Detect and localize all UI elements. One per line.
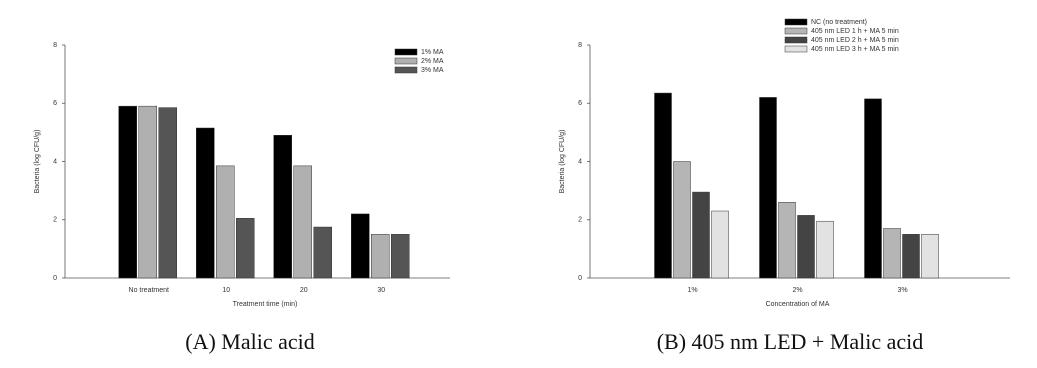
bar: [759, 97, 777, 279]
legend-swatch: [784, 36, 808, 44]
caption: (B) 405 nm LED + Malic acid: [657, 329, 924, 354]
bar: [883, 228, 901, 279]
legend-swatch: [784, 27, 808, 35]
y-tick-label: 2: [53, 217, 57, 224]
legend-swatch: [394, 57, 418, 65]
bar: [797, 215, 815, 279]
y-axis-label: Bacteria (log CFU/g): [34, 130, 41, 194]
legend-label: NC (no treatment): [811, 19, 867, 26]
y-axis-label: Bacteria (log CFU/g): [559, 130, 566, 194]
bar: [654, 92, 672, 279]
bar: [673, 161, 691, 279]
bar: [293, 165, 312, 279]
bar: [692, 191, 710, 279]
x-tick-label: 30: [377, 287, 385, 294]
legend-swatch: [784, 18, 808, 26]
y-tick-label: 8: [53, 42, 57, 49]
bar: [351, 213, 370, 279]
x-axis-label: Concentration of MA: [766, 301, 830, 308]
bar: [118, 105, 137, 279]
x-tick-label: 3%: [897, 287, 907, 294]
bar: [778, 202, 796, 279]
y-tick-label: 0: [578, 275, 582, 282]
x-tick-label: 10: [222, 287, 230, 294]
bar: [273, 135, 292, 279]
legend-label: 405 nm LED 2 h + MA 5 min: [811, 37, 899, 44]
x-axis-label: Treatment time (min): [233, 301, 298, 308]
bar: [196, 127, 215, 279]
bar: [816, 220, 834, 279]
x-tick-label: 2%: [792, 287, 802, 294]
legend-label: 1% MA: [421, 49, 444, 56]
x-tick-label: 20: [300, 287, 308, 294]
y-tick-label: 6: [53, 100, 57, 107]
bar: [371, 234, 390, 279]
x-tick-label: 1%: [687, 287, 697, 294]
y-tick-label: 4: [53, 158, 57, 165]
y-tick-label: 2: [578, 217, 582, 224]
legend-swatch: [394, 48, 418, 56]
bar: [391, 234, 410, 279]
bar: [158, 107, 177, 279]
bar: [711, 210, 729, 279]
y-tick-label: 6: [578, 100, 582, 107]
bar: [313, 226, 332, 279]
legend-label: 405 nm LED 1 h + MA 5 min: [811, 28, 899, 35]
bar: [138, 105, 157, 279]
y-tick-label: 0: [53, 275, 57, 282]
bar: [921, 234, 939, 279]
legend-label: 2% MA: [421, 58, 444, 65]
y-tick-label: 4: [578, 158, 582, 165]
bar: [236, 218, 255, 279]
legend-label: 3% MA: [421, 67, 444, 74]
x-tick-label: No treatment: [129, 287, 170, 294]
legend-swatch: [784, 45, 808, 53]
bar: [902, 234, 920, 279]
legend-swatch: [394, 66, 418, 74]
y-tick-label: 8: [578, 42, 582, 49]
legend-label: 405 nm LED 3 h + MA 5 min: [811, 46, 899, 53]
caption: (A) Malic acid: [185, 329, 315, 354]
bar: [864, 98, 882, 279]
bar: [216, 165, 235, 279]
